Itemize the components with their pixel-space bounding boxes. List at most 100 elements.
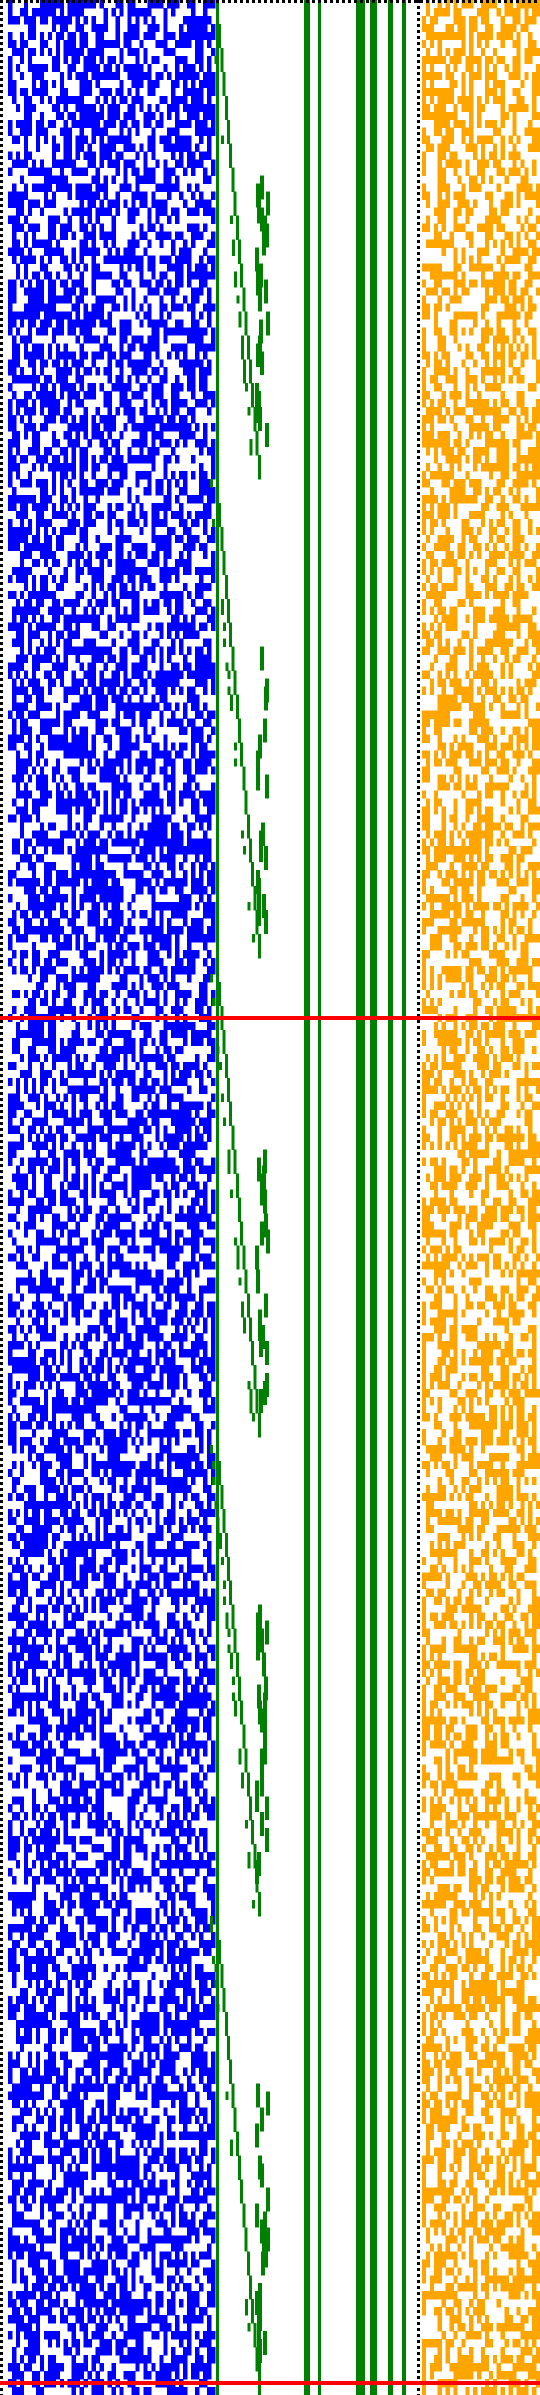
blue-cell (107, 111, 112, 121)
blue-cell (123, 319, 128, 328)
blue-cell (135, 989, 140, 999)
blue-cell (155, 199, 160, 208)
blue-cell (35, 223, 41, 232)
blue-cell (103, 1317, 108, 1326)
blue-cell (55, 359, 61, 368)
blue-cell (27, 678, 33, 687)
blue-cell (59, 1357, 65, 1366)
blue-cell (139, 447, 144, 456)
blue-cell (91, 806, 96, 815)
blue-cell (203, 798, 208, 807)
blue-cell (107, 87, 112, 97)
blue-cell (71, 766, 76, 775)
blue-cell (95, 47, 100, 57)
blue-cell (87, 846, 92, 855)
blue-cell (111, 574, 116, 584)
blue-cell (91, 1133, 96, 1142)
blue-cell (203, 271, 208, 280)
blue-cell (139, 63, 144, 73)
blue-cell (191, 878, 196, 887)
blue-cell (83, 231, 88, 240)
blue-cell (211, 303, 216, 312)
blue-cell (155, 878, 160, 887)
blue-cell (123, 1301, 128, 1310)
blue-cell (63, 87, 69, 97)
blue-cell (127, 143, 132, 152)
blue-cell (171, 295, 176, 304)
blue-cell (191, 7, 196, 17)
blue-cell (47, 910, 53, 919)
blue-cell (87, 215, 92, 224)
blue-cell (107, 311, 112, 320)
blue-cell (79, 862, 84, 871)
blue-cell (67, 0, 72, 9)
blue-cell (87, 942, 92, 951)
blue-cell (199, 734, 204, 743)
blue-cell (135, 127, 140, 137)
blue-cell (23, 311, 29, 320)
blue-cell (139, 718, 144, 727)
blue-cell (91, 1085, 96, 1095)
blue-cell (207, 502, 212, 512)
blue-cell (151, 143, 156, 152)
blue-cell (207, 534, 212, 544)
blue-cell (191, 694, 196, 703)
blue-cell (183, 558, 188, 568)
blue-cell (139, 79, 144, 89)
blue-cell (203, 0, 208, 9)
blue-cell (183, 1037, 188, 1047)
blue-cell (55, 1221, 61, 1230)
blue-cell (131, 1221, 136, 1230)
blue-cell (71, 646, 76, 655)
blue-cell (51, 151, 57, 160)
blue-cell (191, 303, 196, 312)
blue-cell (199, 1213, 204, 1222)
blue-cell (191, 630, 196, 639)
blue-cell (159, 534, 164, 544)
blue-cell (115, 1221, 120, 1230)
blue-cell (107, 622, 112, 631)
blue-cell (207, 598, 212, 608)
blue-cell (127, 1069, 132, 1079)
blue-cell (171, 239, 176, 248)
blue-cell (199, 878, 204, 887)
blue-cell (8, 367, 13, 376)
blue-cell (15, 1077, 21, 1087)
blue-cell (23, 886, 29, 895)
blue-cell (183, 343, 188, 352)
blue-cell (119, 455, 124, 464)
blue-cell (15, 902, 21, 911)
blue-cell (127, 734, 132, 743)
blue-cell (59, 1109, 65, 1118)
blue-cell (11, 375, 17, 384)
blue-cell (8, 574, 13, 584)
blue-cell (43, 973, 49, 983)
blue-cell (171, 1165, 176, 1174)
blue-cell (183, 1109, 188, 1118)
blue-cell (195, 119, 200, 129)
blue-cell (39, 455, 45, 464)
blue-cell (155, 103, 160, 113)
blue-cell (159, 958, 164, 967)
blue-cell (79, 902, 84, 911)
blue-cell (91, 335, 96, 344)
blue-cell (171, 1061, 176, 1071)
blue-cell (39, 7, 45, 17)
blue-cell (15, 1261, 21, 1270)
blue-cell (115, 1101, 120, 1110)
blue-cell (187, 1261, 192, 1270)
blue-cell (91, 1125, 96, 1134)
blue-cell (31, 1205, 37, 1214)
blue-cell (163, 95, 168, 105)
blue-cell (179, 1349, 184, 1358)
blue-cell (159, 830, 164, 839)
blue-cell (159, 1237, 164, 1246)
blue-cell (91, 878, 96, 887)
blue-cell (103, 1117, 108, 1126)
blue-cell (111, 918, 116, 927)
blue-cell (83, 407, 88, 416)
blue-cell (87, 662, 92, 671)
blue-cell (75, 55, 80, 65)
blue-cell (179, 39, 184, 49)
blue-cell (11, 1197, 17, 1206)
